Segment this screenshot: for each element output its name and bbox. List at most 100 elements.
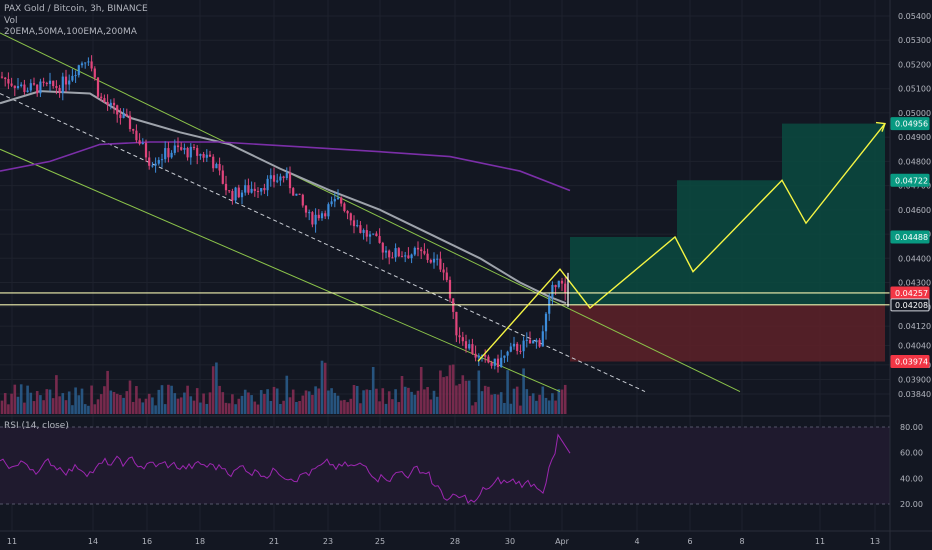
volume-bar [487,386,490,414]
candle-body [381,242,384,253]
volume-bar [272,386,276,414]
volume-bar [295,401,298,414]
volume-bar [375,388,378,414]
volume-bar [179,397,183,414]
price-tick-label: 0.04900 [898,133,931,142]
price-marker-label: 0.04956 [895,120,928,129]
candle-body [448,279,452,299]
candle-body [260,188,263,192]
candle-body [301,194,304,206]
volume-bar [13,384,17,414]
volume-bar [279,403,282,414]
candle-body [557,280,560,288]
volume-bar [355,385,359,414]
time-tick-label: 14 [88,537,98,546]
volume-bar [74,387,77,414]
volume-bar [346,402,349,414]
candle-body [122,114,125,118]
candle-body [496,358,500,368]
volume-bar [157,389,161,414]
volume-bar [205,403,209,414]
volume-bar [503,402,506,414]
candle-body [20,84,23,87]
volume-bar [208,392,212,414]
candle-body [13,85,16,89]
candle-body [58,87,61,93]
volume-bar [189,396,193,414]
rsi-tick-label: 20.00 [900,500,923,509]
volume-bar [525,389,529,414]
rsi-tick-label: 40.00 [900,474,923,483]
candle-body [186,147,189,158]
candle-body [138,140,141,144]
candle-body [7,79,10,84]
time-axis-labels[interactable]: 11 14 16 18 21 23 25 28 30 Apr 4 6 8 11 13 [7,537,880,546]
volume-bar [368,390,372,414]
volume-bar [320,360,324,414]
candle-body [45,82,48,84]
price-markers: 0.04956 0.04722 0.04488 0.04257 0.04208 0.039… [890,117,930,369]
candle-body [250,188,253,193]
volume-bar [167,384,170,414]
candle-body [279,176,282,181]
volume-bar [131,401,135,414]
volume-bar [282,400,285,414]
volume-bar [445,376,449,414]
volume-bar [519,405,522,414]
volume-bar [291,389,295,414]
candle-body [23,84,26,92]
price-marker-box [890,117,930,131]
candle-body [295,193,298,196]
candle-body [384,250,388,253]
candle-body [215,163,218,169]
price-tick-label: 0.04300 [898,279,931,288]
volume-bar [432,390,436,414]
candle-body [189,146,192,158]
candle-body [525,339,528,341]
candle-body [36,84,39,94]
candle-body [202,154,205,158]
volume-bar [515,386,519,414]
candle-body [48,80,52,84]
candle-body [228,190,231,192]
volume-bar [243,389,247,414]
candle-body [64,76,68,85]
volume-bar [234,404,237,414]
candle-body [256,190,260,192]
candle-body [141,143,144,145]
time-tick-label: 28 [450,537,460,546]
volume-bar [275,388,279,414]
rsi-tick-label: 80.00 [900,423,923,432]
rsi-polyline [0,433,571,504]
candle-body [442,269,445,273]
volume-bar [317,388,321,414]
volume-bar [419,366,423,414]
candle-body [522,340,525,352]
price-tick-label: 0.05200 [898,60,931,69]
candle-body [0,76,4,78]
price-tick-label: 0.05300 [898,36,931,45]
volume-bar [400,375,404,414]
candle-body [196,148,199,156]
candle-body [183,147,186,150]
volume-bar [247,392,250,414]
volume-bar [90,385,93,414]
moving-averages [0,90,571,305]
candle-body [365,230,368,237]
volume-bar [109,390,113,414]
volume-bar [384,403,388,414]
volume-bar [554,400,557,414]
volume-bar [343,399,346,414]
volume-bar [397,402,401,414]
candle-body [234,187,237,201]
volume-bar [451,364,455,414]
price-axis[interactable] [890,0,932,550]
volume-bar [538,394,541,414]
volume-bar [253,401,257,414]
volume-bar [231,394,234,414]
candle-body [500,357,503,368]
candle-body [397,248,400,257]
rsi-axis-ticks: 80.00 60.00 40.00 20.00 [900,423,923,509]
volume-bar [314,386,317,414]
